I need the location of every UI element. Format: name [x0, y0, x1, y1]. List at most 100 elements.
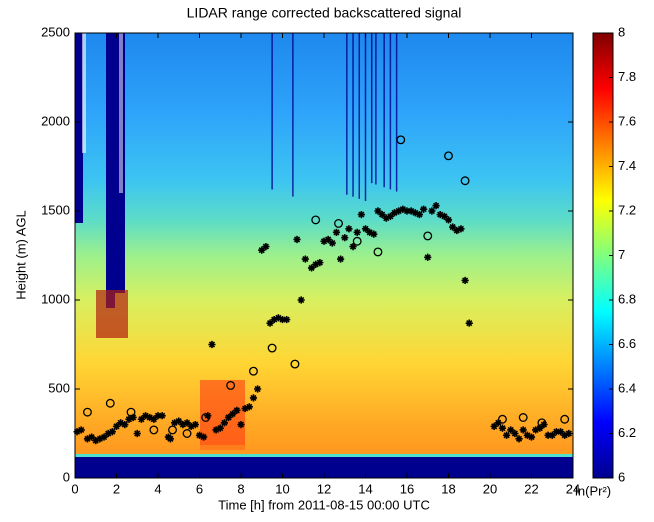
- asterisk-marker: [399, 205, 407, 213]
- asterisk-marker: [254, 385, 262, 393]
- circle-marker: [334, 219, 343, 228]
- asterisk-marker: [171, 419, 179, 427]
- asterisk-marker: [158, 412, 166, 420]
- asterisk-marker: [129, 413, 137, 422]
- asterisk-marker: [274, 314, 282, 322]
- x-tick-label: 2: [113, 481, 120, 496]
- asterisk-marker: [166, 435, 175, 443]
- asterisk-marker: [457, 225, 465, 233]
- asterisk-marker: [204, 412, 212, 420]
- circle-marker: [226, 380, 236, 390]
- asterisk-marker: [432, 202, 440, 210]
- circle-marker: [168, 425, 177, 435]
- x-tick-label: 6: [196, 481, 203, 496]
- asterisk-marker: [92, 437, 100, 445]
- colorbar-tick-label: 7.6: [618, 113, 636, 128]
- asterisk-marker: [83, 435, 92, 443]
- asterisk-marker: [312, 260, 320, 268]
- asterisk-marker: [540, 421, 548, 429]
- asterisk-marker: [121, 421, 129, 429]
- y-tick-label: 2000: [41, 113, 70, 128]
- asterisk-marker: [224, 413, 233, 422]
- asterisk-marker: [386, 212, 394, 220]
- colorbar-tick-label: 7.4: [618, 158, 636, 173]
- asterisk-marker: [519, 426, 527, 434]
- x-tick-label: 12: [317, 481, 331, 496]
- circle-marker: [82, 407, 92, 417]
- asterisk-marker: [233, 406, 241, 414]
- asterisk-marker: [212, 426, 220, 434]
- asterisk-marker: [390, 209, 399, 217]
- asterisk-marker: [297, 296, 305, 304]
- x-tick-label: 16: [400, 481, 414, 496]
- asterisk-marker: [378, 210, 386, 219]
- asterisk-marker: [258, 246, 266, 254]
- x-tick-label: 10: [275, 481, 289, 496]
- asterisk-marker: [108, 428, 116, 436]
- circle-marker: [423, 231, 433, 241]
- asterisk-marker: [382, 214, 390, 222]
- asterisk-marker: [266, 319, 274, 327]
- y-tick-label: 500: [48, 380, 70, 395]
- x-tick-label: 22: [524, 481, 538, 496]
- asterisk-marker: [532, 426, 540, 434]
- y-tick-label: 1500: [41, 202, 70, 217]
- asterisk-marker: [112, 422, 121, 430]
- x-tick-label: 8: [237, 481, 244, 496]
- asterisk-marker: [137, 415, 145, 423]
- asterisk-marker: [249, 394, 258, 402]
- colorbar-tick-label: 7.8: [618, 69, 636, 84]
- asterisk-marker: [320, 237, 328, 245]
- colorbar-tick-label: 7.2: [618, 202, 636, 217]
- asterisk-marker: [507, 426, 515, 434]
- y-tick-label: 2500: [41, 24, 70, 39]
- asterisk-marker: [465, 319, 473, 327]
- colorbar-label: ln(Pr²): [575, 483, 611, 498]
- asterisk-marker: [561, 431, 569, 439]
- asterisk-marker: [449, 223, 457, 231]
- circle-marker: [396, 135, 406, 145]
- asterisk-marker: [366, 228, 374, 236]
- asterisk-marker: [424, 253, 432, 261]
- asterisk-marker: [461, 276, 469, 285]
- asterisk-marker: [100, 433, 108, 441]
- circle-marker: [537, 418, 547, 428]
- asterisk-marker: [345, 225, 353, 233]
- asterisk-marker: [146, 413, 154, 422]
- asterisk-marker: [341, 234, 349, 242]
- circle-marker: [105, 398, 115, 408]
- asterisk-marker: [179, 421, 187, 429]
- asterisk-marker: [183, 419, 191, 427]
- asterisk-marker: [216, 424, 224, 432]
- asterisk-marker: [337, 255, 345, 263]
- colorbar-tick-label: 6: [618, 469, 625, 484]
- asterisk-marker: [245, 403, 253, 411]
- asterisk-marker: [565, 429, 573, 438]
- asterisk-marker: [324, 235, 332, 244]
- asterisk-marker: [88, 433, 96, 441]
- x-tick-label: 20: [483, 481, 497, 496]
- asterisk-marker: [229, 410, 237, 418]
- asterisk-marker: [403, 207, 411, 215]
- asterisk-marker: [548, 431, 556, 439]
- circle-marker: [460, 176, 470, 186]
- asterisk-marker: [150, 415, 158, 423]
- asterisk-marker: [278, 315, 287, 324]
- circle-marker: [267, 343, 277, 353]
- colorbar-tick-label: 6.6: [618, 336, 636, 351]
- asterisk-marker: [494, 419, 502, 427]
- asterisk-marker: [527, 433, 536, 441]
- circle-marker: [560, 414, 570, 424]
- asterisk-marker: [374, 207, 382, 215]
- asterisk-marker: [395, 207, 403, 215]
- y-tick-label: 1000: [41, 291, 70, 306]
- asterisk-marker: [415, 210, 424, 219]
- y-axis-label: Height (m) AGL: [13, 210, 28, 300]
- asterisk-marker: [370, 230, 378, 238]
- asterisk-marker: [357, 210, 365, 219]
- asterisk-marker: [420, 205, 428, 213]
- asterisk-marker: [490, 422, 498, 430]
- backscatter-field: [75, 33, 573, 478]
- colorbar-tick-label: 6.2: [618, 425, 636, 440]
- asterisk-marker: [283, 315, 291, 324]
